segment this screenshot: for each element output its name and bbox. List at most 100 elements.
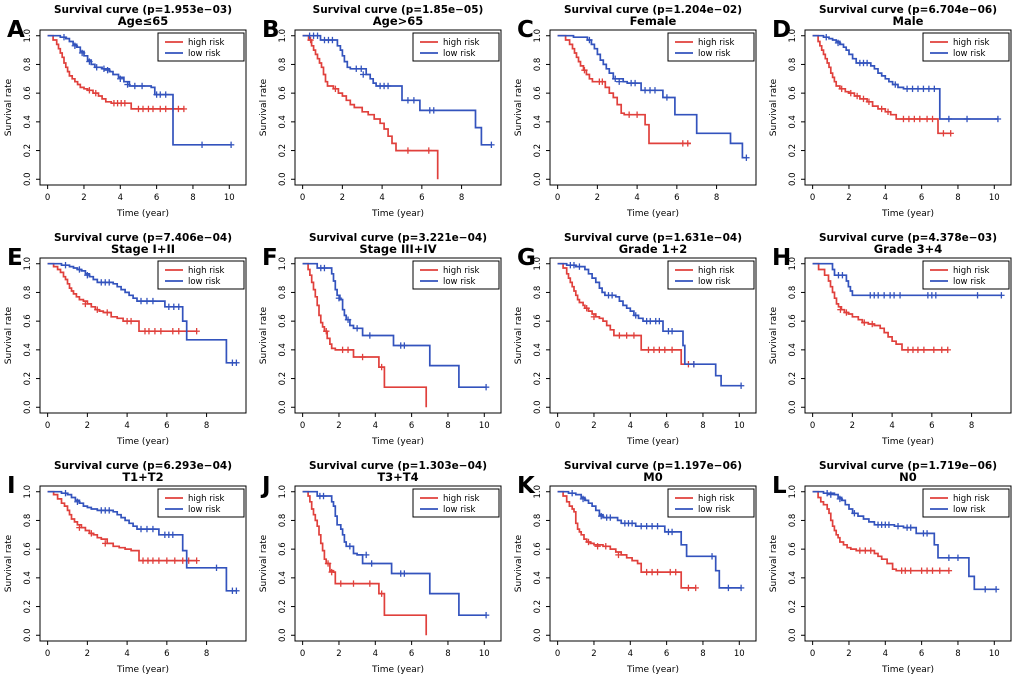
high-risk-censor-marks	[324, 560, 385, 597]
x-tick-label: 0	[810, 421, 815, 431]
panel-title: Survival curve (p=1.204e−02)	[564, 4, 742, 16]
y-tick-label: 0.0	[23, 400, 33, 414]
y-tick-label: 0.6	[23, 314, 33, 328]
low-risk-censor-marks	[316, 492, 490, 619]
y-tick-label: 0.6	[278, 86, 288, 100]
panel-title: Survival curve (p=1.719e−06)	[819, 460, 997, 472]
legend-item-low-risk-label: low risk	[443, 49, 476, 59]
y-tick-label: 0.0	[23, 628, 33, 642]
y-tick-label: 0.6	[533, 542, 543, 556]
y-axis: 0.0 0.2 0.4 0.6 0.8 1.0	[533, 29, 550, 186]
x-tick-label: 2	[336, 649, 341, 659]
legend-item-high-risk: high risk	[165, 266, 225, 276]
x-tick-label: 6	[919, 193, 924, 203]
panel-title: Survival curve (p=1.303e−04)	[309, 460, 487, 472]
x-tick-label: 4	[628, 421, 633, 431]
panel-subtitle: Age≤65	[118, 14, 169, 28]
x-tick-label: 6	[164, 421, 169, 431]
legend-box	[922, 32, 1010, 62]
panel-title: Survival curve (p=7.406e−04)	[54, 232, 232, 244]
panel-subtitle: Grade 1+2	[619, 242, 688, 256]
legend-item-low-risk: low risk	[930, 49, 986, 59]
low-risk-censor-marks	[62, 489, 240, 594]
low-risk-censor-marks	[62, 261, 240, 366]
legend-item-low-risk: low risk	[165, 505, 221, 515]
x-axis: 0 2 4 6 8 10	[300, 413, 490, 431]
x-tick-label: 8	[445, 649, 450, 659]
low-risk-censor-marks	[317, 264, 490, 391]
legend-item-low-risk: low risk	[675, 505, 731, 515]
high-risk-censor-marks	[837, 306, 951, 354]
x-tick-label: 6	[674, 193, 679, 203]
x-tick-label: 8	[190, 193, 195, 203]
low-risk-curve	[557, 34, 747, 159]
x-tick-label: 8	[955, 193, 960, 203]
panel-subtitle: Age>65	[373, 14, 424, 28]
y-axis: 0.0 0.2 0.4 0.6 0.8 1.0	[788, 485, 805, 642]
legend-box	[157, 260, 245, 290]
legend-item-low-risk: low risk	[420, 49, 476, 59]
panel-letter: K	[517, 473, 536, 499]
x-tick-label: 0	[300, 649, 305, 659]
y-tick-label: 1.0	[533, 257, 543, 271]
x-axis: 0 2 4 6 8	[45, 641, 209, 659]
legend-item-high-risk-label: high risk	[188, 38, 225, 48]
legend-item-high-risk-label: high risk	[188, 494, 225, 504]
y-axis-label: Survival rate	[769, 306, 779, 364]
x-tick-label: 2	[336, 421, 341, 431]
x-tick-label: 10	[989, 649, 1000, 659]
panel-title: Survival curve (p=1.631e−04)	[564, 232, 742, 244]
y-tick-label: 0.0	[278, 172, 288, 186]
low-risk-censor-marks	[60, 33, 235, 149]
y-tick-label: 0.8	[278, 58, 288, 72]
y-tick-label: 0.8	[278, 514, 288, 528]
y-tick-label: 0.0	[533, 172, 543, 186]
legend-item-high-risk: high risk	[420, 266, 480, 276]
km-plot-i: Survival curve (p=6.293e−04)T1+T2 I 0 2 4 6 8 T…	[4, 460, 247, 675]
y-tick-label: 0.2	[533, 372, 543, 386]
high-risk-censor-marks	[307, 36, 432, 154]
high-risk-curve	[812, 262, 948, 351]
y-tick-label: 1.0	[23, 257, 33, 271]
km-panel-k: Survival curve (p=1.197e−06) M0 K 0 2 4 6 8 10 Ti…	[510, 456, 765, 684]
x-tick-label: 8	[459, 193, 464, 203]
x-tick-label: 10	[479, 421, 490, 431]
panel-letter: H	[772, 245, 791, 271]
km-panel-g: Survival curve (p=1.631e−04) Grade 1+2 G 0 2…	[510, 228, 765, 456]
panel-letter: D	[772, 17, 791, 43]
y-tick-label: 0.0	[533, 628, 543, 642]
y-axis-label: Survival rate	[259, 306, 269, 364]
x-tick-label: 0	[300, 193, 305, 203]
y-axis: 0.0 0.2 0.4 0.6 0.8 1.0	[533, 257, 550, 414]
x-axis: 0 2 4 6 8 10	[555, 641, 745, 659]
x-tick-label: 4	[373, 421, 378, 431]
x-tick-label: 0	[555, 421, 560, 431]
km-plot-h: Survival curve (p=4.378e−03)Grade 3+4 H 0 2…	[769, 232, 1012, 447]
x-tick-label: 0	[45, 193, 50, 203]
panel-title: Survival curve (p=1.197e−06)	[564, 460, 742, 472]
x-tick-label: 8	[204, 421, 209, 431]
x-axis: 0 2 4 6 8	[300, 185, 464, 203]
y-tick-label: 1.0	[788, 485, 798, 499]
high-risk-censor-marks	[856, 547, 953, 574]
x-tick-label: 0	[45, 649, 50, 659]
y-axis: 0.0 0.2 0.4 0.6 0.8 1.0	[788, 29, 805, 186]
high-risk-curve	[812, 490, 949, 572]
y-axis-label: Survival rate	[514, 306, 524, 364]
y-tick-label: 0.2	[788, 372, 798, 386]
x-tick-label: 0	[45, 421, 50, 431]
km-plot-b: Survival curve (p=1.85e−05)Age>65 B 0 2 4 6 8 T…	[259, 4, 502, 219]
x-tick-label: 8	[445, 421, 450, 431]
x-tick-label: 8	[700, 421, 705, 431]
legend-item-low-risk-label: low risk	[698, 505, 731, 515]
y-tick-label: 0.8	[533, 58, 543, 72]
legend-item-high-risk: high risk	[675, 266, 735, 276]
y-tick-label: 0.8	[788, 58, 798, 72]
km-panel-f: Survival curve (p=3.221e−04) Stage III+IV…	[255, 228, 510, 456]
